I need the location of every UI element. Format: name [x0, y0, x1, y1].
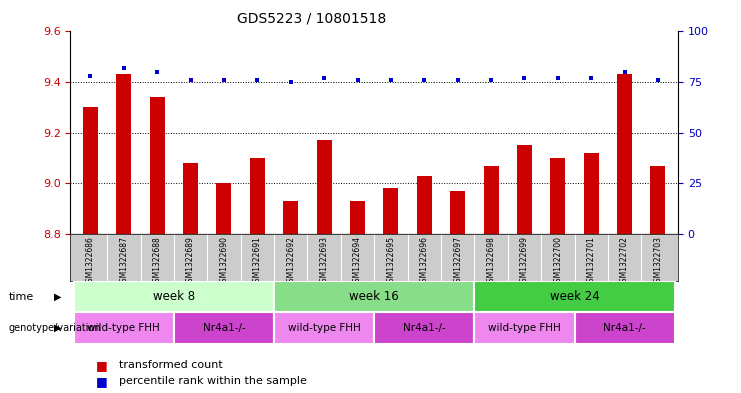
- Point: [619, 69, 631, 75]
- Bar: [174, 312, 274, 344]
- Bar: [383, 188, 399, 234]
- Point: [485, 77, 497, 83]
- Point: [218, 77, 230, 83]
- Point: [385, 77, 397, 83]
- Point: [552, 75, 564, 81]
- Bar: [416, 176, 432, 234]
- Text: GDS5223 / 10801518: GDS5223 / 10801518: [236, 12, 386, 26]
- Text: GSM1322686: GSM1322686: [86, 236, 95, 287]
- Bar: [651, 165, 665, 234]
- Point: [519, 75, 531, 81]
- Text: wild-type FHH: wild-type FHH: [488, 323, 561, 333]
- Text: week 8: week 8: [153, 290, 195, 303]
- Bar: [83, 107, 98, 234]
- Bar: [617, 74, 632, 234]
- Text: wild-type FHH: wild-type FHH: [87, 323, 160, 333]
- Text: week 16: week 16: [349, 290, 399, 303]
- Point: [652, 77, 664, 83]
- Text: Nr4a1-/-: Nr4a1-/-: [403, 323, 445, 333]
- Bar: [474, 281, 674, 312]
- Text: GSM1322691: GSM1322691: [253, 236, 262, 287]
- Point: [251, 77, 263, 83]
- Text: GSM1322701: GSM1322701: [587, 236, 596, 287]
- Text: GSM1322703: GSM1322703: [654, 236, 662, 287]
- Bar: [274, 281, 474, 312]
- Bar: [74, 312, 174, 344]
- Bar: [374, 312, 474, 344]
- Text: wild-type FHH: wild-type FHH: [288, 323, 361, 333]
- Text: ▶: ▶: [54, 292, 62, 302]
- Text: GSM1322700: GSM1322700: [554, 236, 562, 287]
- Text: ■: ■: [96, 359, 108, 372]
- Point: [118, 65, 130, 71]
- Bar: [250, 158, 265, 234]
- Bar: [474, 312, 574, 344]
- Text: transformed count: transformed count: [119, 360, 222, 371]
- Text: genotype/variation: genotype/variation: [9, 323, 102, 333]
- Bar: [551, 158, 565, 234]
- Text: time: time: [9, 292, 34, 302]
- Text: ▶: ▶: [54, 323, 62, 333]
- Point: [151, 69, 163, 75]
- Text: GSM1322699: GSM1322699: [520, 236, 529, 287]
- Text: GSM1322694: GSM1322694: [353, 236, 362, 287]
- Text: percentile rank within the sample: percentile rank within the sample: [119, 376, 307, 386]
- Bar: [450, 191, 465, 234]
- Bar: [216, 183, 231, 234]
- Point: [419, 77, 431, 83]
- Bar: [584, 153, 599, 234]
- Point: [185, 77, 196, 83]
- Text: GSM1322690: GSM1322690: [219, 236, 228, 287]
- Bar: [517, 145, 532, 234]
- Text: GSM1322689: GSM1322689: [186, 236, 195, 287]
- Text: GSM1322687: GSM1322687: [119, 236, 128, 287]
- Bar: [150, 97, 165, 234]
- Bar: [574, 312, 674, 344]
- Text: GSM1322696: GSM1322696: [420, 236, 429, 287]
- Text: GSM1322697: GSM1322697: [453, 236, 462, 287]
- Bar: [283, 201, 298, 234]
- Bar: [274, 312, 374, 344]
- Bar: [316, 140, 332, 234]
- Bar: [484, 165, 499, 234]
- Text: GSM1322688: GSM1322688: [153, 236, 162, 287]
- Point: [585, 75, 597, 81]
- Text: GSM1322698: GSM1322698: [487, 236, 496, 287]
- Text: Nr4a1-/-: Nr4a1-/-: [603, 323, 646, 333]
- Point: [84, 73, 96, 79]
- Text: GSM1322695: GSM1322695: [386, 236, 396, 287]
- Text: week 24: week 24: [550, 290, 599, 303]
- Bar: [350, 201, 365, 234]
- Text: Nr4a1-/-: Nr4a1-/-: [202, 323, 245, 333]
- Text: GSM1322693: GSM1322693: [319, 236, 328, 287]
- Point: [351, 77, 363, 83]
- Point: [318, 75, 330, 81]
- Bar: [116, 74, 131, 234]
- Text: GSM1322702: GSM1322702: [620, 236, 629, 287]
- Point: [285, 79, 296, 85]
- Point: [452, 77, 464, 83]
- Text: ■: ■: [96, 375, 108, 388]
- Bar: [74, 281, 274, 312]
- Bar: [183, 163, 198, 234]
- Text: GSM1322692: GSM1322692: [286, 236, 295, 287]
